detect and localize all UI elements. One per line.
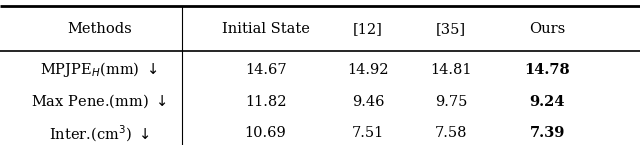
Text: Methods: Methods [67,22,132,36]
Text: 10.69: 10.69 [244,126,287,140]
Text: 9.24: 9.24 [529,95,565,108]
Text: 7.39: 7.39 [529,126,565,140]
Text: [35]: [35] [436,22,467,36]
Text: 14.67: 14.67 [244,63,287,77]
Text: [12]: [12] [353,22,383,36]
Text: 14.81: 14.81 [431,63,472,77]
Text: 9.75: 9.75 [435,95,467,108]
Text: Ours: Ours [529,22,565,36]
Text: 7.58: 7.58 [435,126,467,140]
Text: 14.78: 14.78 [524,63,570,77]
Text: 9.46: 9.46 [352,95,384,108]
Text: 11.82: 11.82 [245,95,286,108]
Text: Initial State: Initial State [221,22,310,36]
Text: 7.51: 7.51 [352,126,384,140]
Text: Inter.(cm$^3$) $\downarrow$: Inter.(cm$^3$) $\downarrow$ [49,123,150,144]
Text: Max Pene.(mm) $\downarrow$: Max Pene.(mm) $\downarrow$ [31,93,167,110]
Text: MPJPE$_H$(mm) $\downarrow$: MPJPE$_H$(mm) $\downarrow$ [40,60,158,79]
Text: 14.92: 14.92 [348,63,388,77]
